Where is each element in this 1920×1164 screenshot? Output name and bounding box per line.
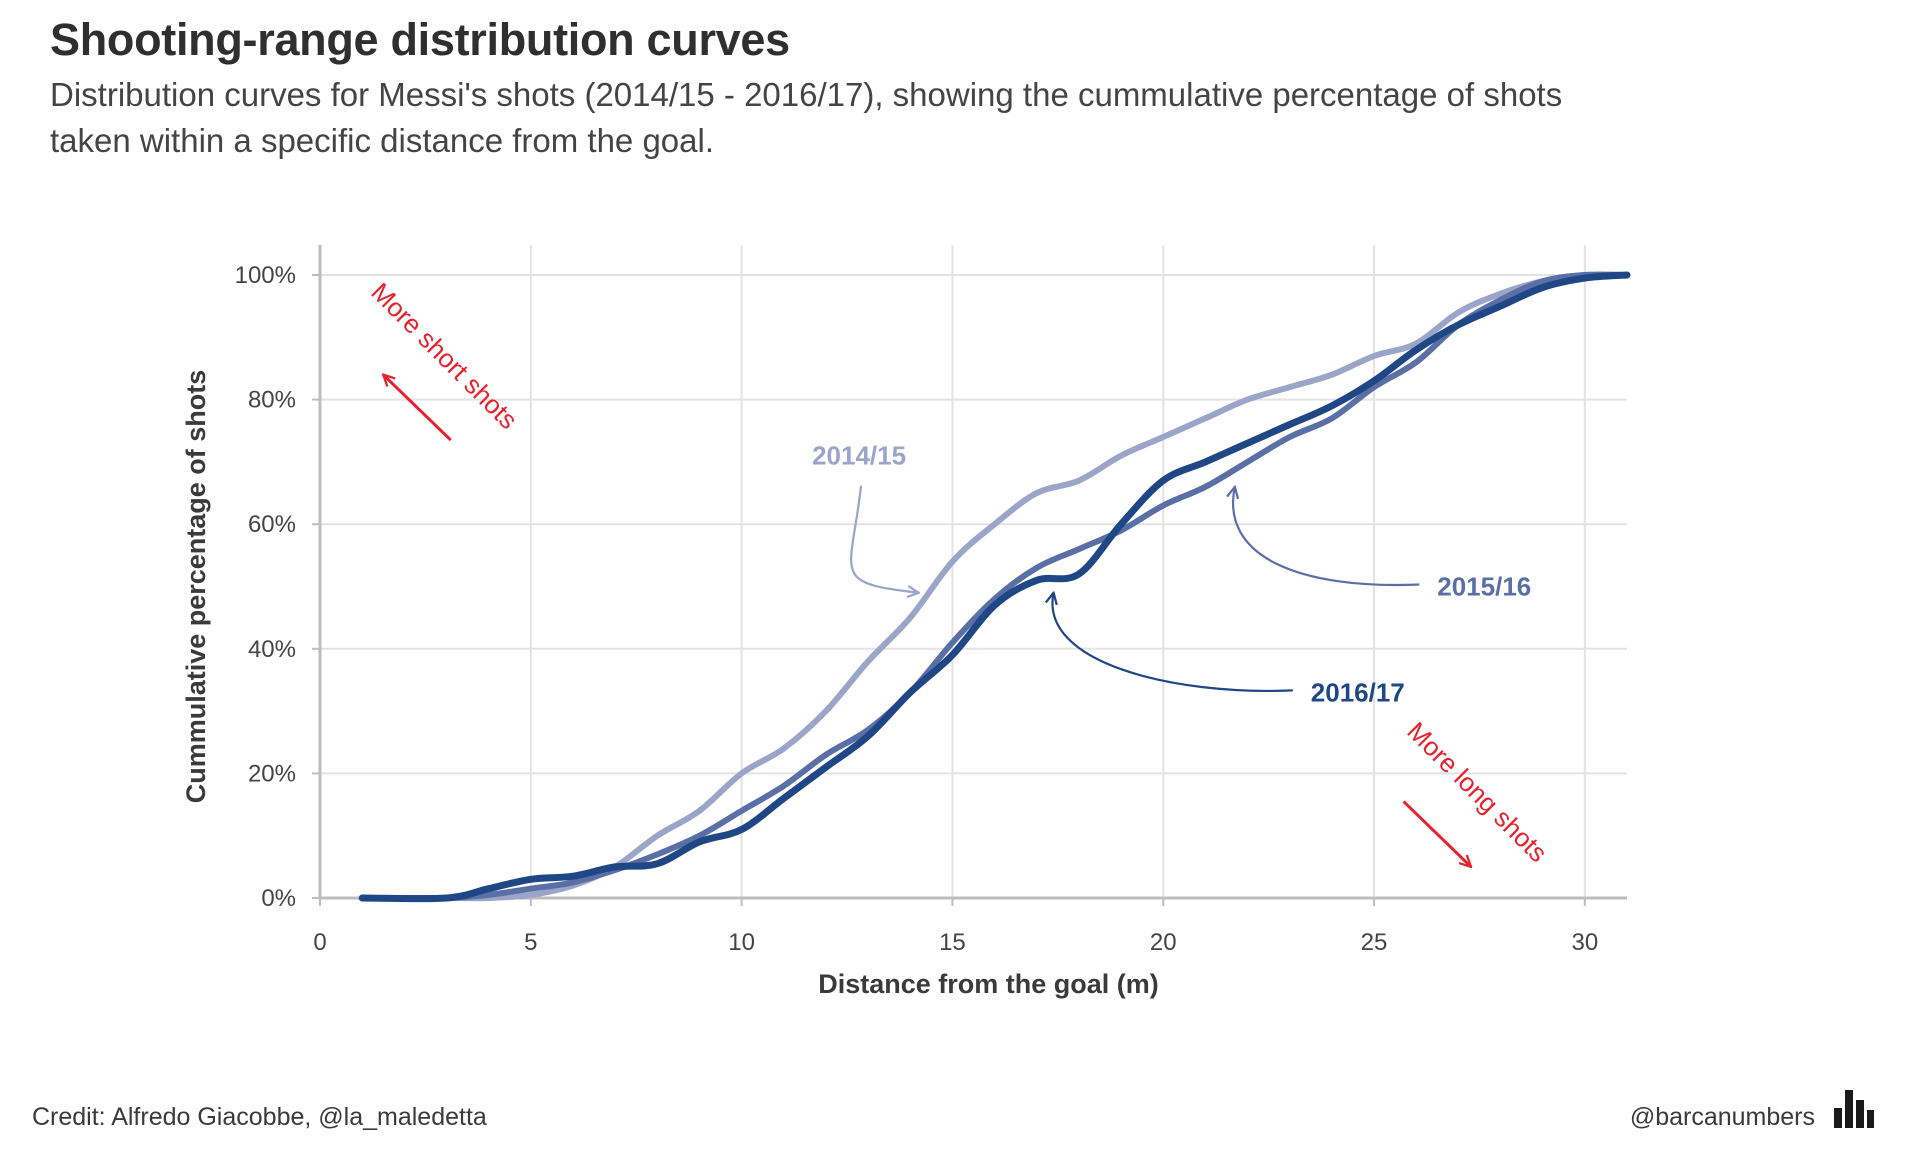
annotation-arrow-s2014 [850,485,919,593]
note-label-short: More short shots [365,277,523,435]
x-tick-label: 5 [524,929,537,956]
handle-text: @barcanumbers [1629,1103,1815,1131]
chart-title: Shooting-range distribution curves [50,14,790,65]
y-tick-label: 0% [261,885,296,912]
x-tick-label: 0 [313,929,326,956]
y-tick-label: 60% [248,511,296,538]
series-line-2015-16 [359,271,1630,902]
y-tick-label: 40% [248,636,296,663]
x-tick-label: 15 [939,929,966,956]
note-label-long: More long shots [1401,716,1553,868]
annotation-label-s2016: 2016/17 [1311,677,1405,707]
y-tick-label: 20% [248,760,296,787]
x-tick-label: 20 [1150,929,1177,956]
cumulative-distribution-chart: 0 5 10 15 20 25 30 0% 20% 40% 60% 80% 100% Distance f… [181,245,1631,999]
x-axis-label: Distance from the goal (m) [818,969,1159,999]
note-arrow-long [1402,800,1471,866]
y-tick-label: 100% [235,262,296,289]
bar-chart-icon [1834,1090,1874,1128]
x-tick-label: 30 [1571,929,1598,956]
credit-text: Credit: Alfredo Giacobbe, @la_maledetta [32,1103,487,1131]
y-tick-label: 80% [248,387,296,414]
x-tick-label: 25 [1361,929,1388,956]
annotation-label-s2015: 2015/16 [1437,572,1531,602]
series-line-2016-17 [358,271,1631,903]
y-axis-label: Cummulative percentage of shots [181,370,211,804]
x-tick-label: 10 [728,929,755,956]
chart-subtitle: Distribution curves for Messi's shots (2… [50,76,1563,159]
note-arrow-short [383,375,452,442]
annotation-arrow-s2016 [1052,593,1293,692]
annotation-arrow-s2015 [1233,487,1420,587]
annotation-label-s2014: 2014/15 [812,441,906,471]
